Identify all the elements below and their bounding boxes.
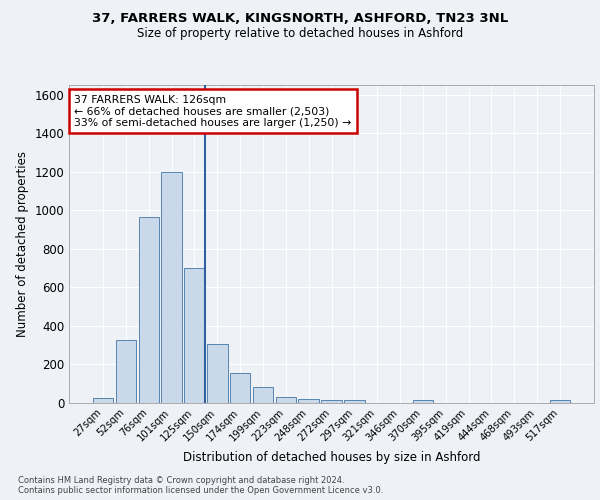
X-axis label: Distribution of detached houses by size in Ashford: Distribution of detached houses by size …: [183, 452, 480, 464]
Bar: [298, 399, 319, 402]
Bar: [253, 387, 273, 402]
Bar: [116, 340, 136, 402]
Text: 37 FARRERS WALK: 126sqm
← 66% of detached houses are smaller (2,503)
33% of semi: 37 FARRERS WALK: 126sqm ← 66% of detache…: [74, 94, 352, 128]
Bar: [184, 268, 205, 402]
Bar: [139, 217, 159, 402]
Bar: [161, 172, 182, 402]
Text: 37, FARRERS WALK, KINGSNORTH, ASHFORD, TN23 3NL: 37, FARRERS WALK, KINGSNORTH, ASHFORD, T…: [92, 12, 508, 26]
Bar: [275, 397, 296, 402]
Bar: [344, 400, 365, 402]
Bar: [413, 400, 433, 402]
Bar: [93, 398, 113, 402]
Text: Contains HM Land Registry data © Crown copyright and database right 2024.
Contai: Contains HM Land Registry data © Crown c…: [18, 476, 383, 495]
Text: Size of property relative to detached houses in Ashford: Size of property relative to detached ho…: [137, 28, 463, 40]
Bar: [230, 372, 250, 402]
Bar: [550, 400, 570, 402]
Y-axis label: Number of detached properties: Number of detached properties: [16, 151, 29, 337]
Bar: [321, 400, 342, 402]
Bar: [207, 344, 227, 403]
